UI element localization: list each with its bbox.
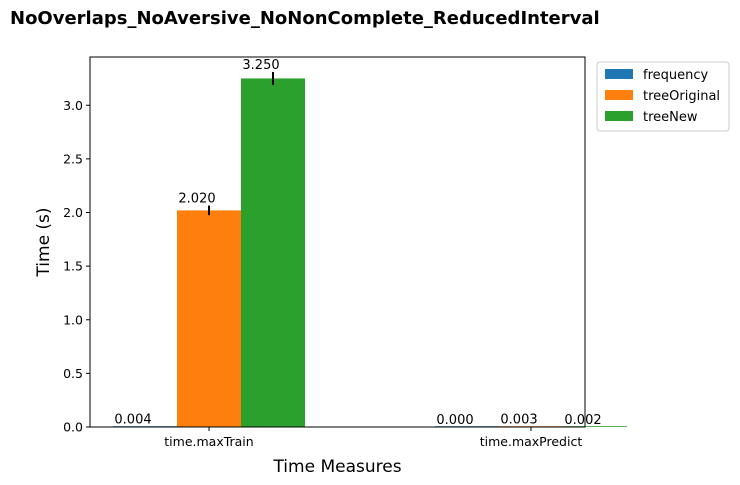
bar-value-label: 0.002 [564,413,601,428]
x-axis-ticks: time.maxTrain time.maxPredict [164,427,582,449]
bar-value-label: 3.250 [242,58,279,73]
legend-swatch-frequency [605,69,633,79]
y-tick-label: 1.0 [63,312,83,327]
legend-label-treeOriginal: treeOriginal [643,89,720,104]
bars-group: 0.004 2.020 3.250 0.000 0.003 0.002 [113,58,627,428]
y-tick-label: 1.5 [63,259,83,274]
y-tick-label: 3.0 [63,98,83,113]
legend-swatch-treeOriginal [605,90,633,100]
bar-value-label: 0.004 [114,413,151,428]
bar-treeNew-time.maxPredict [563,426,627,427]
bar-value-label: 0.003 [500,413,537,428]
legend-label-treeNew: treeNew [643,110,698,125]
x-tick-label: time.maxPredict [480,434,583,449]
x-axis-label: Time Measures [272,457,401,477]
bar-treeOriginal-time.maxTrain [177,210,241,427]
legend: frequency treeOriginal treeNew [596,61,730,132]
y-axis-label: Time (s) [34,207,54,277]
legend-label-frequency: frequency [643,68,709,83]
x-tick-label: time.maxTrain [164,434,253,449]
bar-treeNew-time.maxTrain [241,78,305,427]
plot-area [90,57,585,427]
bar-value-label: 2.020 [178,192,215,207]
plot-frame [89,56,586,428]
chart-title: NoOverlaps_NoAversive_NoNonComplete_Redu… [10,8,600,29]
y-tick-label: 2.5 [63,151,83,166]
legend-swatch-treeNew [605,111,633,121]
bar-value-label: 0.000 [436,413,473,428]
y-tick-label: 0.0 [63,420,83,435]
y-tick-label: 2.0 [63,205,83,220]
y-axis-ticks: 0.0 0.5 1.0 1.5 2.0 2.5 3.0 [63,98,90,435]
y-tick-label: 0.5 [63,366,83,381]
